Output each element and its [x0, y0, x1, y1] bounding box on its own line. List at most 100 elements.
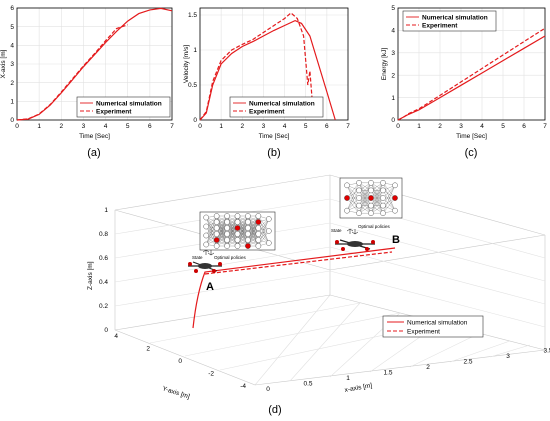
nn-edge: [358, 190, 372, 214]
neural-network-diagram-b: [339, 177, 403, 219]
legend-entry: Numerical simulation: [249, 100, 315, 107]
z-tick-label: 0: [104, 327, 108, 334]
nn-node: [213, 213, 220, 219]
nn-node: [380, 195, 386, 201]
nn-node: [344, 207, 350, 214]
panel-label-d: (d): [268, 404, 281, 416]
nn-edge: [346, 197, 360, 214]
nn-node: [356, 210, 362, 216]
nn-edge: [382, 185, 396, 199]
3d-frame: [114, 174, 546, 386]
series-line-experiment: [16, 24, 128, 121]
series-line-experiment: [397, 27, 546, 121]
trajectory-experiment: [204, 251, 393, 275]
x-axis-label: Time [Sec]: [259, 133, 290, 140]
x-tick-label: 6: [148, 123, 152, 130]
nn-node: [380, 179, 386, 186]
nn-node: [255, 237, 262, 243]
drone-a-icon: [188, 261, 222, 273]
nn-edge: [346, 197, 360, 211]
y-axis-ticks: 4 2 0 -2 -4: [114, 333, 246, 390]
nn-node: [356, 179, 362, 186]
x-axis-label: Time [Sec]: [79, 133, 110, 140]
legend: [402, 10, 497, 32]
y-tick-label: 2: [10, 80, 14, 87]
legend-entry: Numerical simulation: [422, 14, 488, 21]
annotation-policies-a: Optimal policies: [214, 255, 247, 260]
nn-node: [368, 210, 374, 216]
legend-entry: Numerical simulation: [96, 100, 162, 107]
x-tick-label: 0.5: [303, 381, 312, 388]
series-line-experiment: [199, 12, 313, 121]
series-line-simulation: [397, 35, 546, 121]
nn-edge: [206, 215, 217, 236]
nn-node: [368, 187, 374, 194]
x-tick-label: 1: [417, 123, 421, 130]
y-axis-label: X-axis [m]: [0, 49, 7, 78]
nn-edge: [346, 182, 360, 211]
x-tick-label: 3: [459, 123, 463, 130]
legend: [229, 96, 324, 118]
nn-edge: [258, 230, 269, 247]
y-axis-label: Energy [kJ]: [381, 48, 388, 81]
y-tick-label: 5: [10, 24, 14, 31]
nn-node: [255, 213, 262, 219]
nn-edge: [237, 227, 249, 247]
x-tick-label: 1.5: [383, 370, 392, 377]
nn-edge: [346, 185, 360, 199]
x-tick-label: 2.5: [463, 359, 472, 366]
nn-edge: [370, 182, 384, 214]
nn-edge: [216, 227, 228, 247]
nn-node: [380, 187, 386, 194]
nn-edge: [358, 182, 372, 206]
nn-node: [368, 195, 374, 201]
nn-edge: [346, 182, 360, 199]
z-tick-label: 0.6: [99, 255, 108, 262]
legend-entry: Experiment: [422, 22, 458, 29]
neural-network-diagram-a: [199, 211, 276, 251]
legend-entry-simulation: Numerical simulation: [407, 320, 468, 327]
y-tick-label: 3: [391, 50, 395, 57]
x-tick-label: 6: [325, 123, 329, 130]
nn-edge: [206, 227, 217, 245]
policy-arrow-down-icon: [351, 229, 359, 235]
nn-edge: [226, 215, 238, 235]
legend: [76, 96, 171, 118]
nn-node: [213, 219, 220, 225]
nn-edge: [382, 190, 396, 211]
y-tick-label: 1: [193, 47, 197, 54]
nn-edge: [382, 182, 396, 199]
x-tick-label: 2: [240, 123, 244, 130]
x-tick-label: 4: [283, 123, 287, 130]
legend-entry-experiment: Experiment: [407, 329, 440, 336]
nn-edge: [382, 182, 396, 211]
nn-node: [380, 202, 386, 209]
nn-node: [255, 231, 262, 237]
nn-edge: [382, 185, 396, 206]
x-tick-label: 3: [506, 353, 510, 360]
state-arrow-up-icon: [202, 249, 210, 255]
drone-b-icon: [335, 239, 375, 251]
nn-node: [356, 187, 362, 194]
x-tick-label: 5: [304, 123, 308, 130]
nn-node: [234, 243, 241, 249]
y-tick-label: 0: [193, 117, 197, 124]
nn-node: [392, 195, 398, 201]
nn-edge: [346, 190, 360, 211]
nn-node: [255, 219, 262, 225]
nn-edge: [358, 182, 372, 199]
y-tick-label: 1: [391, 95, 395, 102]
nn-node: [245, 219, 251, 225]
z-tick-label: 1: [104, 207, 108, 214]
nn-edge: [247, 227, 259, 247]
legend-entry: Experiment: [96, 108, 132, 115]
nn-node: [224, 213, 230, 219]
x-axis-label: Time [Sec]: [456, 133, 487, 140]
nn-node: [265, 240, 272, 246]
nn-node: [344, 195, 350, 201]
x-tick-label: 3: [82, 123, 86, 130]
nn-node: [356, 195, 362, 201]
nn-node: [234, 225, 241, 231]
series-line-simulation: [199, 19, 336, 121]
y-tick-label: 6: [10, 5, 14, 12]
